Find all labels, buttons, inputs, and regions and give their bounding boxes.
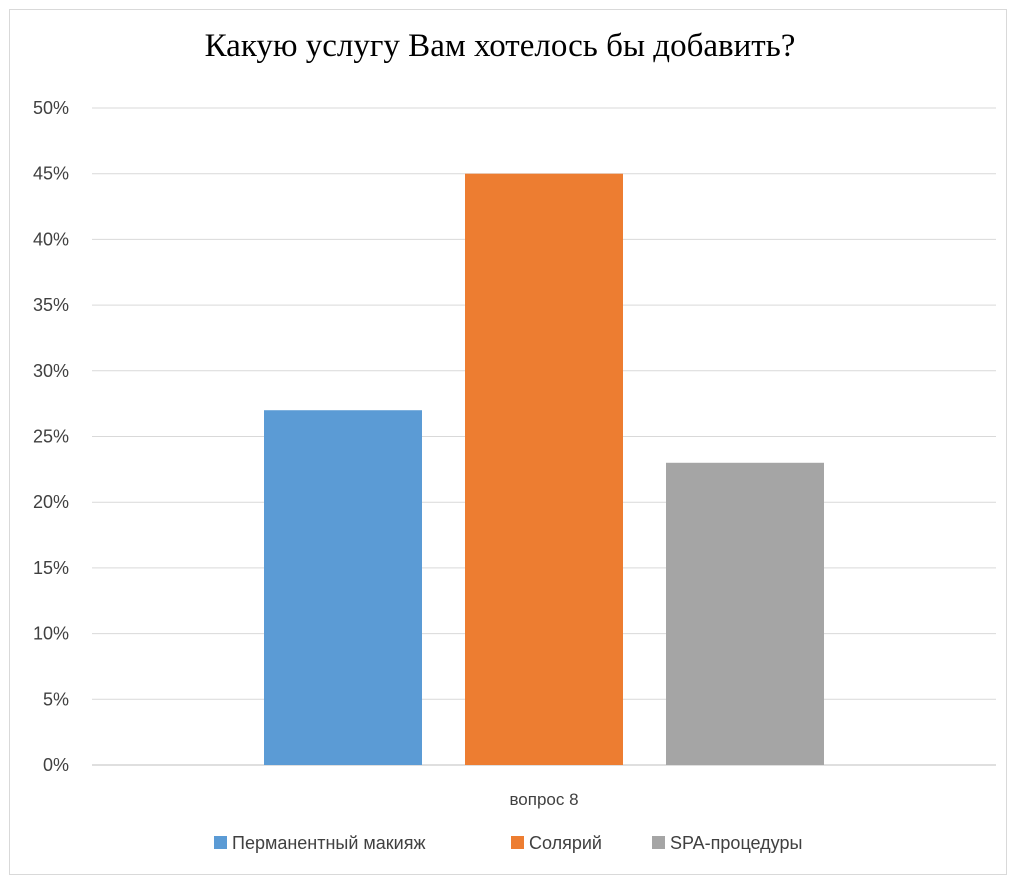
x-category-label: вопрос 8 (509, 790, 578, 809)
y-tick-label-4: 20% (33, 492, 69, 512)
y-tick-label-2: 10% (33, 624, 69, 644)
legend-swatch-2 (652, 836, 665, 849)
y-tick-label-10: 50% (33, 98, 69, 118)
y-tick-label-6: 30% (33, 361, 69, 381)
legend-swatch-1 (511, 836, 524, 849)
y-tick-label-8: 40% (33, 229, 69, 249)
chart-title: Какую услугу Вам хотелось бы добавить? (204, 28, 796, 64)
bar-2 (666, 462, 824, 765)
y-tick-label-3: 15% (33, 558, 69, 578)
y-tick-label-5: 25% (33, 427, 69, 447)
y-tick-label-1: 5% (43, 689, 69, 709)
bar-1 (465, 173, 623, 765)
legend-label-0: Перманентный макияж (232, 833, 426, 853)
y-tick-label-0: 0% (43, 755, 69, 775)
y-tick-label-7: 35% (33, 295, 69, 315)
legend-swatch-0 (214, 836, 227, 849)
bar-0 (264, 410, 422, 765)
y-tick-label-9: 45% (33, 164, 69, 184)
legend-label-2: SPA-процедуры (670, 833, 802, 853)
legend-label-1: Солярий (529, 833, 602, 853)
